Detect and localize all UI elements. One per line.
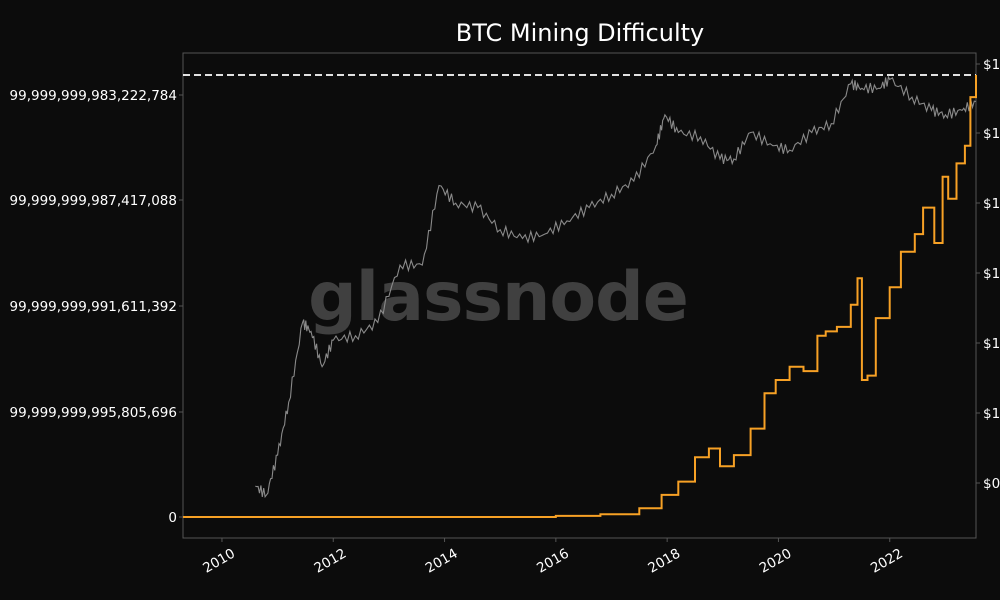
y-right-tick-label: $1 xyxy=(983,57,1000,73)
y-left-tick-label: 0 xyxy=(168,510,177,526)
chart-title: BTC Mining Difficulty xyxy=(456,19,704,47)
y-left-tick-label: 99,999,999,983,222,784 xyxy=(10,88,177,104)
y-right-tick-label: $1 xyxy=(983,266,1000,282)
plot-frame xyxy=(182,52,977,539)
y-axis-left: 0 99,999,999,995,805,696 99,999,999,991,61… xyxy=(10,88,183,526)
y-left-tick-label: 99,999,999,987,417,088 xyxy=(10,193,177,209)
y-right-tick-label: $1 xyxy=(983,126,1000,142)
y-right-tick-label: $0 xyxy=(983,476,1000,492)
y-right-tick-label: $1 xyxy=(983,406,1000,422)
y-left-tick-label: 99,999,999,995,805,696 xyxy=(10,405,177,421)
y-left-tick-label: 99,999,999,991,611,392 xyxy=(10,299,177,315)
y-right-tick-label: $1 xyxy=(983,336,1000,352)
series-price-line xyxy=(255,75,977,499)
watermark: glassnode xyxy=(308,258,688,337)
y-right-tick-label: $1 xyxy=(983,196,1000,212)
series-difficulty-line xyxy=(183,75,977,518)
y-axis-right: $0 $1 $1 $1 $1 $1 $1 xyxy=(976,57,1000,492)
